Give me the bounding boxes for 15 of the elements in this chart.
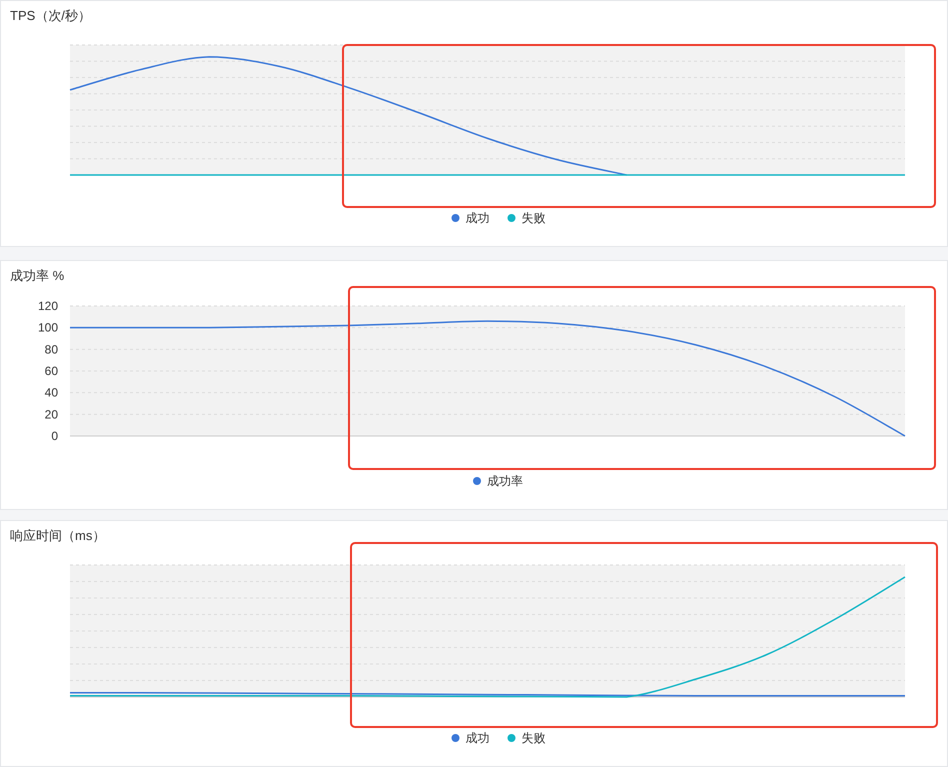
y-tick-label: 0 xyxy=(51,429,58,443)
chart-title: TPS（次/秒） xyxy=(10,8,91,23)
chart-title: 响应时间（ms） xyxy=(10,528,106,543)
legend-label: 成功 xyxy=(466,731,490,745)
chart-title: 成功率 % xyxy=(10,268,65,283)
y-tick-label: 20 xyxy=(44,407,58,422)
y-tick-label: 120 xyxy=(38,299,58,313)
y-tick-label: 100 xyxy=(38,320,58,335)
y-tick-label: 60 xyxy=(44,364,58,378)
legend-label: 失败 xyxy=(522,211,546,225)
legend-label: 成功 xyxy=(466,211,490,225)
y-tick-label: 40 xyxy=(44,386,58,400)
legend-label: 失败 xyxy=(522,731,546,745)
y-tick-label: 80 xyxy=(44,342,58,356)
legend-label: 成功率 xyxy=(487,474,523,488)
